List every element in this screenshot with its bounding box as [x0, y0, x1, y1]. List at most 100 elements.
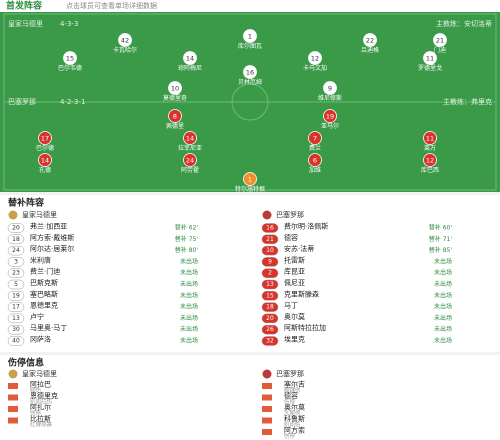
- sub-name[interactable]: 阿方索·戴维斯: [30, 233, 74, 242]
- player-badge[interactable]: [423, 153, 437, 167]
- sub-name[interactable]: 米利唐: [30, 255, 51, 264]
- injury-name: 阿方索: [284, 426, 305, 435]
- player-badge[interactable]: [308, 51, 322, 65]
- sub-name[interactable]: 库昆亚: [284, 267, 305, 276]
- team-name: 皇家马德里: [22, 369, 57, 378]
- sub-info: 未出场: [180, 303, 198, 311]
- sub-name[interactable]: 费兰·门迪: [30, 267, 60, 276]
- divider: [0, 352, 500, 355]
- player-number: 14: [186, 135, 194, 143]
- player-number: 19: [326, 113, 334, 121]
- sub-number-box: [261, 279, 279, 290]
- sub-number-box: [7, 245, 25, 256]
- player-badge[interactable]: [243, 172, 257, 186]
- injury-icon: [262, 394, 272, 401]
- sub-name[interactable]: 克里斯滕森: [284, 289, 319, 298]
- team-logo: [262, 369, 272, 379]
- injury-icon: [262, 383, 272, 389]
- sub-number: 10: [266, 247, 274, 254]
- sub-name[interactable]: 埃里克: [284, 335, 305, 344]
- sub-number-box: [261, 324, 279, 335]
- sub-number-box: [7, 336, 25, 346]
- player-badge[interactable]: [323, 81, 337, 95]
- player-name: 琼阿梅尼: [178, 64, 202, 72]
- header-title: 首发阵容: [6, 0, 42, 12]
- player-number: 7: [313, 135, 317, 143]
- player-badge[interactable]: [363, 33, 377, 47]
- sub-name[interactable]: 托雷斯: [284, 255, 305, 264]
- team-name: 巴塞罗那: [276, 210, 304, 219]
- injury-icon: [262, 429, 272, 435]
- sub-name[interactable]: 阿斯特拉拉加: [284, 323, 326, 332]
- center-circle: [231, 83, 269, 121]
- sub-name[interactable]: 巴斯克斯: [30, 278, 58, 287]
- sub-number: 5: [14, 281, 18, 288]
- sub-name[interactable]: 塞巴略斯: [30, 289, 58, 298]
- sub-number: 21: [266, 236, 274, 243]
- player-badge[interactable]: [38, 153, 52, 167]
- player-badge[interactable]: [183, 153, 197, 167]
- sub-name[interactable]: 佩尼亚: [284, 278, 305, 287]
- player-number: 12: [426, 157, 434, 165]
- player-number: 6: [313, 157, 317, 165]
- player-badge[interactable]: [183, 131, 197, 145]
- away-coach: 主教练：弗里克: [443, 97, 492, 106]
- sub-info: 替补 80': [175, 246, 199, 254]
- sub-info: 未出场: [434, 337, 452, 345]
- injury-name: 奥尔莫: [284, 403, 305, 412]
- player-number: 15: [66, 55, 74, 63]
- sub-number-box: [261, 234, 279, 245]
- injury-name: 阿拉巴: [30, 380, 51, 389]
- away-formation: 4-2-3-1: [60, 98, 85, 106]
- sub-number: 16: [266, 225, 274, 232]
- player-name: 库巴西: [421, 166, 439, 174]
- sub-name[interactable]: 费尔明·洛佩斯: [284, 222, 328, 231]
- sub-number: 17: [12, 304, 20, 311]
- player-badge[interactable]: [183, 51, 197, 65]
- injury-reason: 伤停: [284, 432, 296, 440]
- player-name: 莱万: [424, 144, 436, 152]
- sub-name[interactable]: 安苏·法蒂: [284, 244, 314, 253]
- sub-name[interactable]: 马里奥·马丁: [30, 323, 67, 332]
- sub-number-box: [7, 291, 25, 301]
- player-name: 费兰: [309, 144, 321, 152]
- sub-number: 20: [12, 225, 20, 232]
- sub-name[interactable]: 奥尔莫: [284, 312, 305, 321]
- injury-icon: [262, 406, 272, 412]
- sub-number-box: [261, 223, 279, 233]
- player-badge[interactable]: [38, 131, 52, 145]
- player-badge[interactable]: [243, 29, 257, 43]
- player-number: 17: [41, 135, 49, 143]
- sub-number: 30: [12, 326, 20, 333]
- player-badge[interactable]: [168, 109, 182, 123]
- subs-title: 替补阵容: [8, 197, 44, 209]
- player-number: 24: [186, 157, 194, 165]
- sub-info: 替补 62': [175, 224, 199, 232]
- sub-name[interactable]: 冈萨洛: [30, 335, 51, 344]
- sub-number: 13: [266, 281, 274, 288]
- sub-name[interactable]: 恩德里克: [30, 301, 58, 310]
- player-badge[interactable]: [433, 33, 447, 47]
- player-badge[interactable]: [118, 33, 132, 47]
- sub-name[interactable]: 阿尔达·居莱尔: [30, 244, 74, 253]
- sub-name[interactable]: 卢宁: [30, 312, 44, 321]
- player-badge[interactable]: [308, 153, 322, 167]
- sub-name[interactable]: 弗兰·加西亚: [30, 222, 67, 231]
- player-badge[interactable]: [423, 131, 437, 145]
- injury-title: 伤停信息: [7, 357, 44, 369]
- player-badge[interactable]: [168, 81, 182, 95]
- injury-reason: 伤停: [30, 409, 42, 417]
- player-name: 库尔图瓦: [238, 42, 262, 50]
- sub-number: 2: [268, 270, 272, 277]
- player-name: 罗德里戈: [418, 64, 442, 72]
- player-badge[interactable]: [243, 65, 257, 79]
- player-badge[interactable]: [63, 51, 77, 65]
- sub-number-box: [7, 223, 25, 233]
- player-badge[interactable]: [308, 131, 322, 145]
- sub-name[interactable]: 德容: [284, 233, 298, 242]
- sub-number-box: [7, 279, 25, 290]
- sub-name[interactable]: 马丁: [284, 302, 298, 310]
- player-badge[interactable]: [423, 51, 437, 65]
- player-badge[interactable]: [323, 109, 337, 123]
- sub-info: 未出场: [180, 257, 198, 265]
